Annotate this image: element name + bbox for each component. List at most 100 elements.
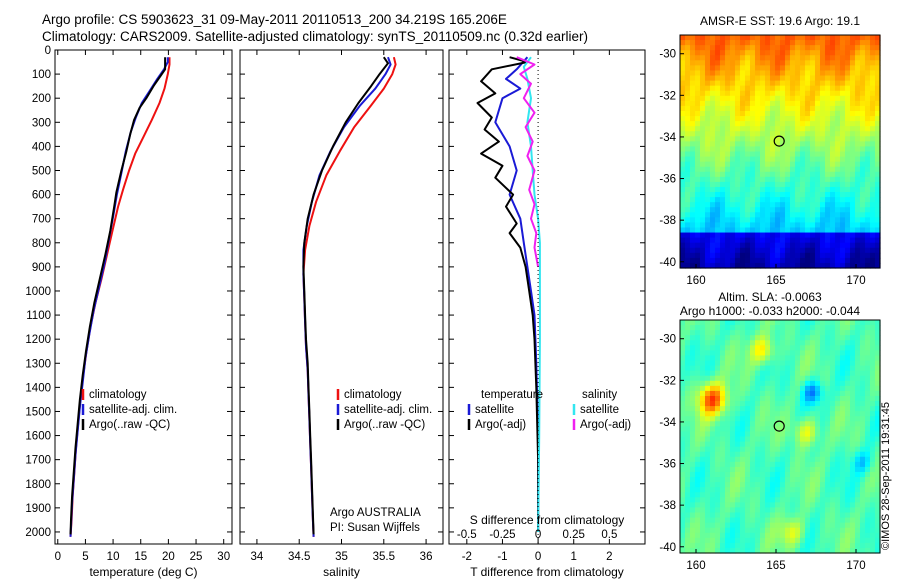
heatmap-cell (845, 390, 851, 397)
heatmap-cell (705, 217, 711, 224)
heatmap-cell (705, 482, 711, 488)
heatmap-cell (765, 325, 771, 331)
heatmap-cell (695, 436, 701, 443)
heatmap-cell (770, 192, 776, 198)
heatmap-cell (850, 110, 856, 117)
heatmap-cell (750, 232, 756, 239)
heatmap-cell (815, 401, 821, 407)
heatmap-cell (680, 492, 686, 498)
heatmap-cell (865, 512, 871, 519)
heatmap-cell (690, 360, 696, 367)
heatmap-cell (760, 542, 766, 549)
heatmap-cell (685, 517, 691, 524)
heatmap-cell (710, 50, 716, 56)
heatmap-cell (805, 416, 811, 422)
heatmap-cell (755, 345, 761, 351)
heatmap-cell (770, 340, 776, 346)
heatmap-cell (820, 385, 826, 392)
heatmap-cell (810, 75, 816, 82)
heatmap-cell (710, 421, 716, 427)
heatmap-cell (755, 192, 761, 198)
heatmap-cell (840, 411, 846, 417)
heatmap-cell (840, 471, 846, 478)
heatmap-cell (735, 436, 741, 443)
heatmap-cell (825, 85, 831, 92)
heatmap-cell (735, 232, 741, 239)
heatmap-cell (780, 156, 786, 163)
heatmap-cell (740, 247, 746, 254)
heatmap-cell (805, 151, 811, 158)
heatmap-cell (770, 181, 776, 188)
heatmap-cell (700, 217, 706, 224)
heatmap-cell (755, 35, 761, 41)
heatmap-cell (700, 156, 706, 163)
heatmap-cell (830, 345, 836, 351)
heatmap-cell (795, 217, 801, 224)
heatmap-cell (790, 121, 796, 127)
heatmap-cell (830, 401, 836, 407)
heatmap-cell (815, 497, 821, 503)
heatmap-cell (805, 75, 811, 82)
heatmap-cell (865, 380, 871, 387)
heatmap-cell (875, 232, 881, 239)
heatmap-cell (795, 436, 801, 443)
heatmap-cell (785, 411, 791, 417)
heatmap-cell (745, 527, 751, 534)
heatmap-cell (815, 146, 821, 153)
heatmap-cell (745, 95, 751, 102)
heatmap-cell (850, 522, 856, 529)
heatmap-cell (780, 151, 786, 158)
heatmap-cell (765, 50, 771, 56)
heatmap-cell (725, 507, 731, 514)
heatmap-cell (820, 131, 826, 137)
heatmap-cell (875, 542, 881, 549)
heatmap-cell (795, 212, 801, 218)
heatmap-cell (700, 116, 706, 122)
heatmap-cell (865, 527, 871, 534)
heatmap-cell (780, 166, 786, 173)
heatmap-cell (730, 411, 736, 417)
heatmap-cell (825, 466, 831, 473)
heatmap-cell (760, 456, 766, 463)
heatmap-cell (865, 126, 871, 132)
heatmap-cell (760, 80, 766, 87)
heatmap-cell (700, 320, 706, 326)
heatmap-cell (710, 35, 716, 41)
heatmap-cell (760, 507, 766, 514)
heatmap-cell (820, 395, 826, 402)
heatmap-cell (740, 325, 746, 331)
heatmap-cell (775, 441, 781, 448)
heatmap-cell (840, 497, 846, 503)
y-tick-label: 1800 (25, 479, 51, 491)
heatmap-cell (685, 141, 691, 148)
heatmap-cell (820, 502, 826, 509)
heatmap-cell (710, 257, 716, 264)
heatmap-cell (835, 100, 841, 107)
heatmap-cell (850, 507, 856, 514)
heatmap-cell (825, 492, 831, 498)
heatmap-cell (735, 482, 741, 488)
heatmap-cell (725, 247, 731, 254)
x-tick-label: -2 (462, 551, 472, 563)
heatmap-cell (875, 85, 881, 92)
heatmap-cell (700, 401, 706, 407)
heatmap-cell (755, 527, 761, 534)
heatmap-cell (835, 166, 841, 173)
heatmap-cell (735, 456, 741, 463)
heatmap-cell (775, 416, 781, 422)
heatmap-cell (755, 477, 761, 483)
heatmap-cell (715, 401, 721, 407)
heatmap-cell (690, 151, 696, 158)
heatmap-cell (735, 95, 741, 102)
heatmap-cell (835, 547, 841, 554)
heatmap-cell (715, 446, 721, 453)
heatmap-cell (730, 431, 736, 438)
heatmap-cell (750, 202, 756, 208)
heatmap-cell (735, 197, 741, 203)
heatmap-cell (875, 70, 881, 77)
heatmap-cell (730, 401, 736, 407)
heatmap-cell (775, 532, 781, 539)
heatmap-cell (745, 340, 751, 346)
heatmap-cell (710, 532, 716, 539)
heatmap-cell (770, 40, 776, 46)
